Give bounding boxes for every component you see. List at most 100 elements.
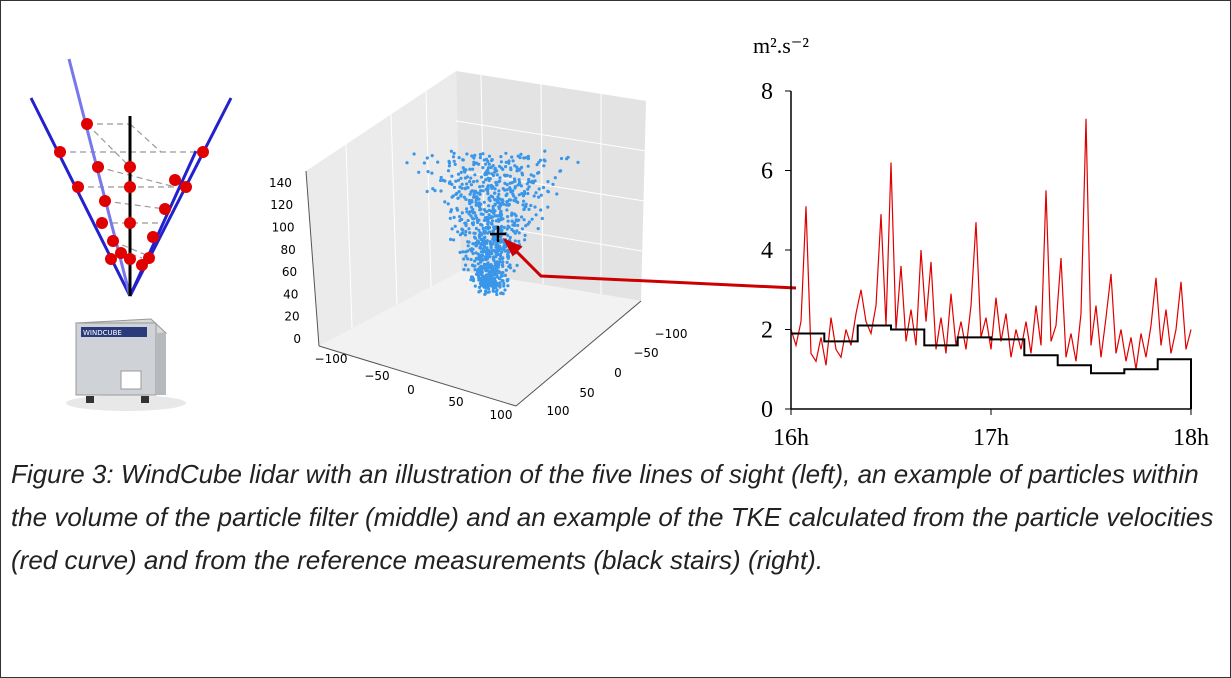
particle <box>505 260 509 264</box>
particle <box>527 207 531 211</box>
particle <box>492 211 496 215</box>
particle <box>468 210 472 214</box>
particle <box>506 215 510 219</box>
particle <box>449 149 453 153</box>
particle <box>498 257 502 261</box>
particle <box>504 268 508 272</box>
particle <box>516 223 520 227</box>
particle <box>457 190 461 194</box>
particle <box>541 185 546 190</box>
particle <box>491 207 495 211</box>
particle <box>461 231 465 235</box>
reference-stairs <box>791 324 1192 409</box>
particle <box>516 200 520 204</box>
particle <box>460 182 464 186</box>
particle <box>498 179 502 183</box>
particle <box>486 220 490 224</box>
particle <box>476 269 480 273</box>
particle <box>482 208 486 212</box>
particle <box>490 219 495 223</box>
particle <box>515 263 519 267</box>
particle <box>506 284 510 288</box>
particle <box>482 247 486 251</box>
particle <box>494 282 498 286</box>
particle <box>462 257 466 261</box>
crosshair <box>490 226 506 242</box>
particle <box>542 158 546 162</box>
particle <box>499 235 503 239</box>
link-arrow <box>502 237 797 290</box>
particle <box>501 279 505 283</box>
particle <box>503 181 507 185</box>
particle <box>487 287 491 291</box>
y-tick-label: 6 <box>761 159 773 185</box>
particle <box>491 242 495 246</box>
particle <box>530 217 534 221</box>
particle <box>479 250 483 254</box>
z-tick-label: 100 <box>272 221 295 235</box>
particle <box>473 284 477 288</box>
particle <box>470 275 474 279</box>
z-tick-label: 0 <box>293 332 301 346</box>
particle <box>566 155 570 159</box>
particle <box>487 162 491 166</box>
x-tick-label: −100 <box>315 352 348 366</box>
particle <box>497 192 501 196</box>
particle <box>483 279 488 283</box>
particle <box>505 279 509 283</box>
particle <box>489 165 493 170</box>
particle <box>454 179 458 183</box>
particle <box>489 246 493 250</box>
particle <box>479 175 484 179</box>
particle <box>466 244 470 248</box>
particle <box>499 155 503 159</box>
particle <box>546 180 550 184</box>
particle <box>485 246 489 250</box>
particle <box>524 202 528 206</box>
particle <box>458 219 462 223</box>
particle <box>514 196 518 200</box>
y-tick-label: 100 <box>547 404 570 418</box>
particle <box>471 247 475 251</box>
particle <box>471 217 476 221</box>
particle <box>468 180 472 184</box>
particle <box>496 265 500 269</box>
particle <box>490 249 494 253</box>
particle <box>491 229 495 233</box>
particle <box>469 176 473 180</box>
particle <box>466 257 470 261</box>
y-tick-label: 0 <box>761 397 773 423</box>
particle <box>495 275 499 279</box>
particle <box>498 197 502 201</box>
particle <box>540 216 544 221</box>
particle <box>465 152 469 156</box>
particle <box>504 151 508 155</box>
particle <box>469 190 473 194</box>
particle <box>479 280 484 284</box>
x-tick-label: 17h <box>973 425 1009 451</box>
particle <box>504 249 508 253</box>
particle <box>452 151 456 155</box>
particle <box>479 222 483 227</box>
particle <box>484 162 488 166</box>
particle <box>484 291 488 295</box>
particle <box>479 189 483 193</box>
particle <box>472 156 476 160</box>
particle <box>485 241 489 245</box>
particle <box>486 159 490 164</box>
particle <box>448 216 452 220</box>
x-tick-label: 100 <box>490 408 513 422</box>
particle <box>479 202 483 206</box>
particle <box>493 264 497 268</box>
particle <box>479 246 483 250</box>
particle <box>508 266 513 270</box>
particle <box>501 217 505 221</box>
particle <box>512 269 516 273</box>
particle <box>482 180 486 184</box>
particle <box>502 245 507 250</box>
particle <box>469 214 473 218</box>
particle <box>481 253 485 257</box>
particle <box>493 170 497 174</box>
particle <box>487 213 491 217</box>
particle <box>558 169 562 173</box>
